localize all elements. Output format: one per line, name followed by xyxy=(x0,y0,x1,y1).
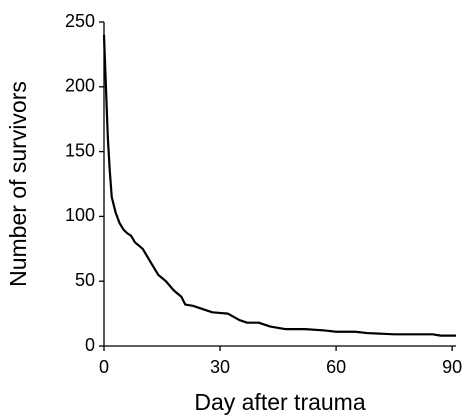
x-axis-title: Day after trauma xyxy=(194,389,365,415)
y-tick-label: 50 xyxy=(75,270,95,290)
y-tick-label: 100 xyxy=(65,205,95,225)
y-tick-label: 0 xyxy=(85,335,95,355)
survival-line xyxy=(102,34,456,337)
x-tick-label: 30 xyxy=(210,357,230,377)
y-tick-label: 250 xyxy=(65,11,95,31)
x-tick-label: 60 xyxy=(326,357,346,377)
x-tick-label: 0 xyxy=(99,357,109,377)
y-axis-title: Number of survivors xyxy=(5,81,31,287)
x-tick-label: 90 xyxy=(442,357,462,377)
y-tick-label: 150 xyxy=(65,140,95,160)
y-tick-label: 200 xyxy=(65,76,95,96)
